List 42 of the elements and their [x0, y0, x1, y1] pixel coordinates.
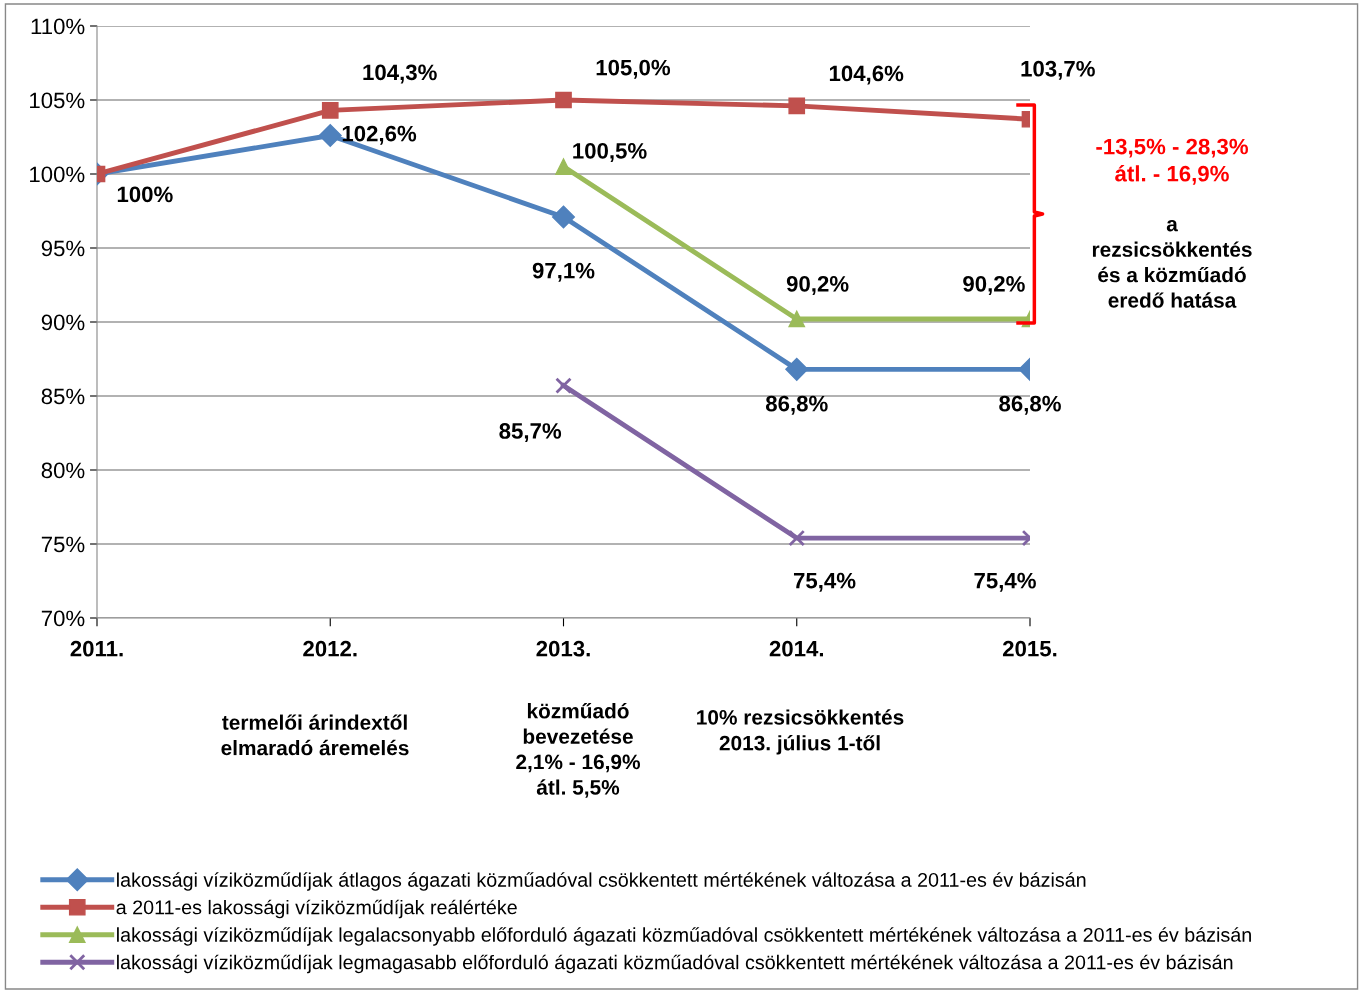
y-tick-label: 110%: [31, 18, 85, 35]
data-label: 86,8%: [999, 395, 1061, 415]
data-label: 100,5%: [573, 142, 647, 162]
legend-label: a 2011-es lakossági víziközműdíjak reálértéke: [116, 899, 517, 919]
data-label: 105,0%: [596, 59, 671, 79]
x-tick-label: 2012.: [303, 640, 357, 657]
legend-label: lakossági víziközműdíjak legalacsonyabb előforduló ágazati közműadóval csökkentett mértékének változása a 2011-es év bázisán: [117, 927, 1251, 946]
y-tick-label: 80%: [41, 462, 85, 479]
data-label: 97,1%: [532, 262, 595, 282]
data-label: 103,7%: [1021, 60, 1095, 80]
point: [555, 158, 572, 175]
data-label: 86,8%: [765, 395, 828, 415]
y-tick-label: 105%: [30, 92, 85, 109]
data-label: 75,4%: [793, 572, 856, 592]
text: termelői árindextől elmaradó áremelés: [221, 714, 409, 756]
legend-label: lakossági víziközműdíjak átlagos ágazati közműadóval csökkentett mértékének változása a 2011-es év bázisán: [117, 872, 1086, 891]
y-tick-label: 75%: [41, 536, 85, 553]
data-label: 100%: [117, 186, 173, 203]
data-label: 102,6%: [342, 125, 417, 145]
text: 10% rezsicsökkentés 2013. július 1-től: [697, 709, 904, 755]
y-tick-label: 100%: [30, 166, 85, 183]
text: közműadó bevezetése 2,1% - 16,9% átl. 5,5%: [516, 702, 640, 798]
y-tick-label: 90%: [41, 314, 85, 331]
x-tick-label: 2014.: [769, 640, 824, 657]
y-tick-label: 70%: [41, 610, 85, 627]
data-label: 90,2%: [786, 275, 849, 295]
y-tick-label: 95%: [41, 240, 85, 257]
x-tick-label: 2013.: [536, 640, 590, 657]
text: -13,5% - 28,3% átl. - 16,9%: [1096, 138, 1248, 185]
data-label: 104,3%: [363, 64, 437, 84]
data-label: 75,4%: [974, 572, 1036, 592]
data-label: 90,2%: [963, 275, 1025, 295]
x-tick-label: 2011.: [70, 640, 123, 657]
point: [552, 205, 575, 229]
data-label: 85,7%: [499, 423, 562, 443]
data-label: 104,6%: [829, 65, 904, 85]
point: [555, 91, 572, 109]
point: [555, 377, 572, 394]
y-tick-label: 85%: [41, 388, 85, 405]
text: a rezsicsökkentés és a közműadó eredő hatása: [1092, 219, 1252, 308]
legend-label: lakossági víziközműdíjak legmagasabb előforduló ágazati közműadóval csökkentett mértékének változása a 2011-es év bázisán: [117, 954, 1233, 974]
x-tick-label: 2015.: [1002, 640, 1057, 657]
